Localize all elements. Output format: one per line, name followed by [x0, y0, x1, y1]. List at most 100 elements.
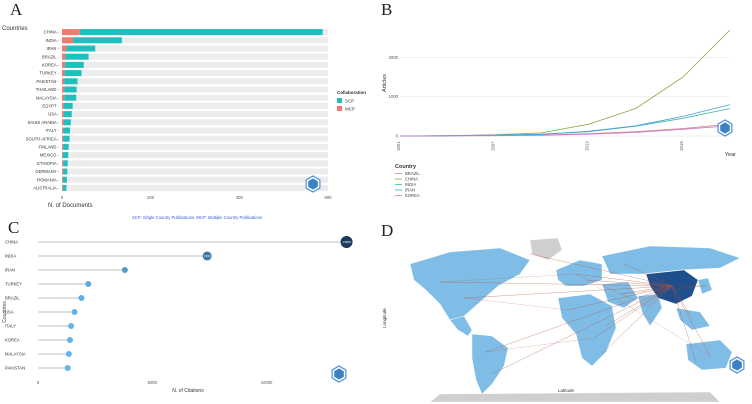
country-tick-label: MALAYSIA — [5, 352, 26, 357]
caption: SCP: Single Country Publications, MCP: M… — [132, 215, 262, 220]
bar-mcp — [62, 127, 64, 134]
country-tick-label: KOREA — [5, 338, 20, 343]
lollipop-dot — [67, 337, 73, 343]
collaboration-link — [623, 263, 673, 287]
country-tick-label: MALAYSIA - — [36, 95, 60, 100]
bar-background — [62, 143, 328, 150]
landmass-greenland — [529, 237, 563, 261]
legend-label: IRAN — [405, 188, 415, 193]
country-tick-label: CHINA — [5, 240, 18, 245]
bar-scp — [79, 29, 323, 36]
country-tick-label: USA — [5, 310, 14, 315]
bar-scp — [63, 168, 68, 175]
landmass-europe — [555, 259, 603, 287]
country-tick-label: TURKEY — [5, 282, 22, 287]
bar-background — [62, 70, 328, 77]
bar-background — [62, 176, 328, 183]
bar-scp — [63, 160, 68, 167]
lollipop-dot — [202, 251, 212, 261]
country-tick-label: SOUTH AFRICA - — [26, 136, 60, 141]
country-tick-label: IRAN - — [46, 46, 59, 51]
collaboration-link — [567, 285, 673, 311]
x-tick-label: 10000 — [261, 380, 273, 385]
x-axis-title: N. of Citations — [172, 388, 204, 394]
collaboration-link — [671, 285, 711, 357]
y-axis-title: Countries — [2, 26, 28, 32]
collaboration-link — [439, 281, 673, 287]
country-tick-label: IRAN — [5, 268, 15, 273]
series-line-china — [399, 29, 731, 137]
collaboration-link — [575, 273, 649, 307]
lollipop-dot — [85, 281, 92, 287]
bar-background — [62, 168, 328, 175]
bar-background — [62, 53, 328, 60]
bar-background — [62, 37, 328, 44]
bar-mcp — [62, 78, 65, 85]
country-tick-label: MEXICO - — [40, 153, 60, 158]
series-line-brazil — [399, 123, 731, 137]
collaboration-link — [601, 285, 673, 355]
bar-background — [62, 86, 328, 93]
legend-label: BRAZIL — [405, 171, 420, 176]
bar-scp — [65, 61, 84, 68]
country-tick-label: USA - — [48, 112, 60, 117]
bar-mcp — [62, 143, 64, 150]
country-tick-label: ETHIOPIA - — [37, 161, 59, 166]
series-line-korea — [399, 125, 731, 137]
x-tick-label: 2007 — [490, 141, 495, 151]
x-axis-title: N. of Documents — [48, 203, 93, 209]
country-tick-label: FINLAND - — [39, 145, 60, 150]
bar-mcp — [62, 168, 64, 175]
bar-background — [62, 61, 328, 68]
lollipop-dot — [64, 365, 71, 371]
bar-scp — [63, 111, 72, 118]
collaboration-link — [463, 297, 569, 311]
hexagon-logo-icon-inner — [720, 122, 730, 134]
bar-mcp — [62, 70, 65, 77]
bar-background — [62, 45, 328, 52]
collaboration-link — [671, 285, 693, 319]
panel-c-lollipop-chart: Countries 13500 CHINA 7400 INDIA IRAN TURKEY BR… — [2, 236, 353, 394]
collaboration-link — [605, 285, 673, 327]
legend-title: Country — [395, 164, 417, 170]
x-axis-title: Latitude — [558, 388, 575, 393]
landmass-south-america — [471, 333, 509, 395]
country-tick-label: GERMANY - — [35, 169, 59, 174]
bar-background — [62, 127, 328, 134]
collaboration-link — [585, 279, 673, 287]
collaboration-link — [529, 253, 673, 287]
y-axis-title: Longitude — [382, 308, 387, 328]
bar-scp — [73, 37, 122, 44]
point-value-label: 7400 — [204, 254, 211, 258]
country-tick-label: BRAZIL - — [42, 54, 60, 59]
legend-label-mcp: MCP — [345, 107, 355, 112]
country-tick-label: ROMANIA - — [37, 177, 59, 182]
country-tick-label: ITALY - — [46, 128, 60, 133]
bar-background — [62, 78, 328, 85]
bar-scp — [63, 135, 70, 142]
panel-d-label: D — [381, 221, 394, 240]
collaboration-link — [619, 285, 673, 295]
country-tick-label: EGYPT - — [42, 104, 59, 109]
lollipop-dot — [68, 323, 75, 329]
collaboration-link — [593, 285, 673, 339]
x-tick-label: 400 — [236, 195, 244, 200]
landmass-australia — [685, 339, 733, 371]
country-tick-label: TURKEY - — [40, 71, 60, 76]
legend-key-mcp — [337, 106, 342, 111]
bar-scp — [63, 119, 71, 126]
panel-d-collaboration-map: Longitude Latitude — [382, 237, 745, 402]
bar-background — [62, 184, 328, 191]
country-tick-label: INDIA — [5, 254, 16, 259]
x-tick-label: 2013 — [585, 141, 590, 151]
bar-mcp — [62, 119, 64, 126]
x-tick-label: 2001 — [396, 141, 401, 151]
bar-mcp — [62, 53, 66, 60]
x-tick-label: 2019 — [679, 141, 684, 151]
country-tick-label: SAUDI ARABIA - — [28, 120, 60, 125]
bar-scp — [64, 78, 78, 85]
landmass-north-america — [409, 247, 531, 321]
collaboration-link — [575, 273, 673, 287]
x-tick-label: 200 — [147, 195, 155, 200]
panel-b-line-chart: 0 1000 2000 Articles 2001 2007 2013 2019 Year Cou… — [382, 29, 736, 198]
